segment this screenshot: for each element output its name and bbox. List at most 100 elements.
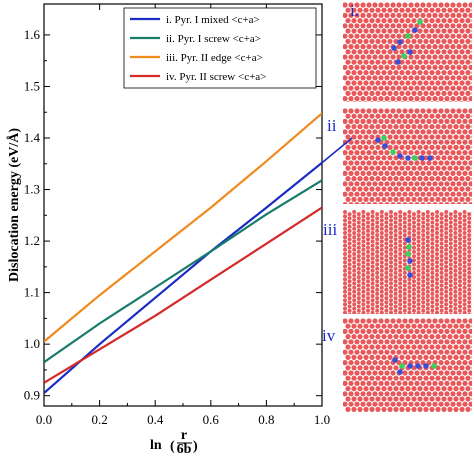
atom bbox=[416, 218, 421, 223]
atom bbox=[405, 344, 411, 350]
atom bbox=[453, 243, 458, 248]
atom bbox=[432, 85, 438, 91]
atom bbox=[372, 23, 378, 29]
atom bbox=[414, 349, 420, 355]
atom bbox=[396, 54, 402, 60]
atom bbox=[356, 233, 361, 238]
atom bbox=[384, 245, 389, 250]
atom bbox=[396, 181, 402, 187]
atom bbox=[441, 80, 447, 86]
atom bbox=[369, 196, 375, 202]
atom bbox=[372, 401, 378, 407]
atom bbox=[414, 96, 420, 102]
atom bbox=[393, 270, 398, 275]
atom bbox=[444, 252, 449, 256]
atom bbox=[402, 216, 407, 221]
atom bbox=[459, 365, 465, 371]
atom bbox=[351, 354, 357, 360]
atom bbox=[438, 118, 444, 124]
atom bbox=[460, 101, 464, 102]
atom bbox=[420, 85, 426, 91]
atom bbox=[375, 283, 380, 288]
atom bbox=[450, 328, 456, 334]
atom bbox=[384, 275, 389, 280]
atom bbox=[456, 202, 462, 204]
atom bbox=[462, 289, 467, 294]
atom bbox=[426, 181, 432, 187]
atom bbox=[438, 170, 444, 176]
atom bbox=[402, 370, 408, 376]
atom bbox=[462, 277, 467, 282]
atom bbox=[467, 254, 472, 259]
atom bbox=[378, 160, 384, 166]
atom bbox=[363, 18, 369, 24]
atom bbox=[363, 49, 369, 55]
atom bbox=[369, 134, 375, 140]
atom bbox=[356, 287, 361, 292]
atom bbox=[468, 23, 472, 29]
atom bbox=[416, 239, 421, 244]
atom bbox=[384, 328, 390, 334]
atom bbox=[471, 145, 472, 150]
atom bbox=[438, 349, 444, 355]
atom bbox=[393, 196, 399, 202]
atom bbox=[467, 287, 472, 292]
atom bbox=[348, 170, 354, 176]
atom bbox=[389, 306, 393, 311]
atom bbox=[351, 165, 357, 171]
atom bbox=[393, 258, 398, 263]
atom bbox=[399, 70, 405, 76]
atom bbox=[396, 339, 402, 345]
atom bbox=[467, 308, 472, 313]
atom bbox=[405, 18, 411, 24]
atom bbox=[360, 33, 366, 39]
atom bbox=[384, 304, 389, 309]
atom bbox=[430, 270, 435, 275]
atom bbox=[453, 344, 459, 350]
atom bbox=[351, 196, 357, 202]
atom bbox=[366, 258, 370, 263]
atom bbox=[375, 270, 380, 275]
atom bbox=[379, 226, 384, 231]
atom bbox=[459, 113, 465, 119]
atom bbox=[448, 258, 453, 263]
atom bbox=[387, 323, 393, 329]
atom bbox=[357, 49, 363, 55]
y-axis-label: Dislocation energy (eV/Å) bbox=[6, 128, 22, 282]
atom bbox=[435, 214, 439, 219]
atom bbox=[459, 7, 465, 13]
atom bbox=[425, 310, 430, 314]
atom bbox=[370, 235, 375, 240]
atom bbox=[343, 12, 348, 18]
atom bbox=[347, 304, 352, 309]
atom bbox=[416, 306, 421, 311]
atom bbox=[343, 243, 347, 248]
atom bbox=[399, 196, 405, 202]
atom bbox=[435, 186, 441, 192]
atom bbox=[402, 85, 408, 91]
atom bbox=[402, 228, 407, 233]
atom bbox=[417, 28, 423, 34]
atom bbox=[399, 165, 405, 171]
atom bbox=[411, 49, 417, 55]
atom bbox=[449, 312, 453, 314]
y-tick-label: 0.9 bbox=[24, 388, 40, 403]
atom bbox=[402, 412, 407, 417]
atom bbox=[347, 270, 352, 275]
y-tick-label: 1.3 bbox=[24, 182, 40, 197]
atom bbox=[435, 273, 439, 277]
atom bbox=[429, 323, 435, 329]
atom bbox=[343, 23, 348, 29]
atom bbox=[408, 44, 414, 50]
atom bbox=[384, 312, 389, 314]
atom bbox=[343, 264, 347, 269]
atom bbox=[378, 412, 383, 417]
atom bbox=[348, 391, 354, 397]
atom bbox=[450, 85, 456, 91]
atom bbox=[438, 108, 444, 114]
atom bbox=[348, 181, 354, 187]
atom bbox=[366, 224, 370, 229]
atom bbox=[352, 218, 357, 223]
atom bbox=[343, 96, 348, 102]
atom bbox=[345, 18, 351, 24]
